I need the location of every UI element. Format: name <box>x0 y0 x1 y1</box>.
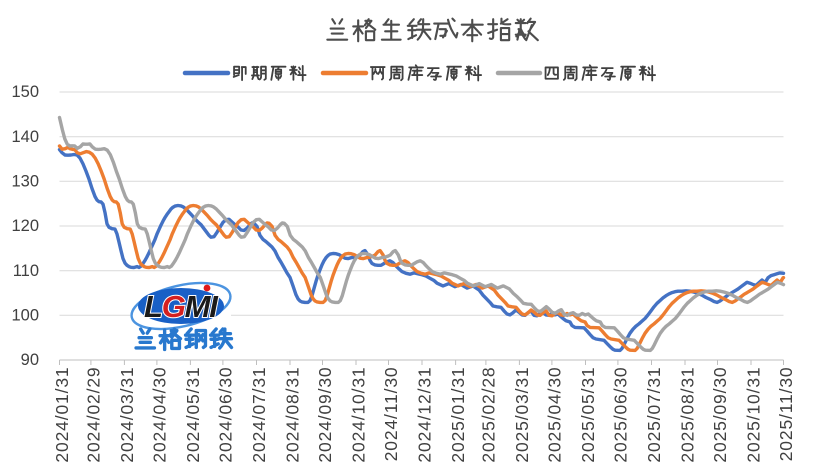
svg-text:2025/02/28: 2025/02/28 <box>478 367 498 463</box>
svg-text:2025/06/30: 2025/06/30 <box>610 367 630 463</box>
svg-text:2024/03/31: 2024/03/31 <box>117 367 137 463</box>
svg-text:2024/09/30: 2024/09/30 <box>315 367 335 463</box>
svg-text:2025/08/31: 2025/08/31 <box>678 367 698 463</box>
svg-text:2024/04/30: 2024/04/30 <box>149 367 169 463</box>
svg-text:2025/11/30: 2025/11/30 <box>776 367 796 462</box>
svg-text:2024/12/31: 2024/12/31 <box>415 367 435 463</box>
svg-text:2024/05/31: 2024/05/31 <box>183 367 203 463</box>
svg-text:2025/05/31: 2025/05/31 <box>578 367 598 463</box>
svg-text:2025/07/31: 2025/07/31 <box>644 367 664 463</box>
svg-text:90: 90 <box>21 351 39 369</box>
svg-text:2024/11/30: 2024/11/30 <box>381 367 401 462</box>
svg-text:2024/02/29: 2024/02/29 <box>83 367 103 463</box>
svg-text:100: 100 <box>11 307 39 325</box>
svg-text:2024/06/30: 2024/06/30 <box>215 367 235 463</box>
svg-text:2024/08/31: 2024/08/31 <box>283 367 303 463</box>
svg-text:140: 140 <box>11 128 39 146</box>
svg-text:2025/10/31: 2025/10/31 <box>744 367 764 463</box>
svg-text:2024/10/31: 2024/10/31 <box>349 367 369 463</box>
svg-text:2024/01/31: 2024/01/31 <box>52 367 72 463</box>
svg-text:2024/07/31: 2024/07/31 <box>249 367 269 463</box>
svg-text:2025/09/30: 2025/09/30 <box>710 367 730 463</box>
svg-text:LGMI: LGMI <box>144 289 219 324</box>
svg-text:130: 130 <box>11 173 39 191</box>
svg-text:2025/03/31: 2025/03/31 <box>512 367 532 463</box>
svg-text:110: 110 <box>13 262 39 280</box>
svg-text:120: 120 <box>11 217 39 235</box>
svg-text:150: 150 <box>11 83 39 101</box>
svg-text:2025/04/30: 2025/04/30 <box>544 367 564 463</box>
svg-text:2025/01/31: 2025/01/31 <box>448 366 468 462</box>
